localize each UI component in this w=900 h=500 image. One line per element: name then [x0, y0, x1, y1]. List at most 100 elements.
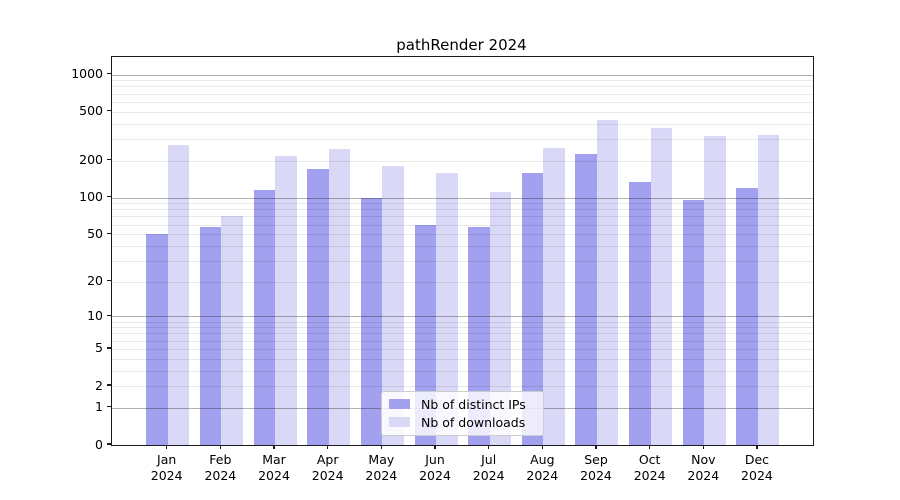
gridline-minor: [112, 216, 813, 218]
x-tick-month: May: [368, 452, 395, 467]
y-tick-mark: [106, 406, 111, 408]
x-tick-label: Dec 2024: [725, 452, 789, 484]
bar-downloads: [167, 144, 190, 445]
x-tick-year: 2024: [580, 468, 612, 483]
x-tick-year: 2024: [633, 468, 666, 483]
x-tick-label: Jul 2024: [457, 452, 521, 484]
bar-downloads: [704, 136, 726, 445]
gridline-minor: [112, 281, 813, 283]
bar-downloads: [221, 216, 243, 445]
gridline-minor: [112, 123, 813, 125]
x-tick-mark: [649, 445, 651, 449]
y-tick-mark: [106, 280, 111, 282]
x-tick-month: Sep: [584, 452, 608, 467]
gridline-minor: [112, 209, 813, 211]
y-tick-label: 200: [79, 152, 103, 168]
x-tick-label: Aug 2024: [510, 452, 574, 484]
legend-row-downloads: Nb of downloads: [389, 415, 535, 430]
x-tick-month: Jan: [157, 452, 177, 467]
gridline-minor: [112, 80, 813, 82]
x-tick-label: Jun 2024: [403, 452, 467, 484]
gridline-minor: [112, 111, 813, 113]
gridline-minor: [112, 321, 813, 323]
x-tick-year: 2024: [472, 468, 505, 483]
bars-layer: [112, 57, 813, 445]
x-tick-label: May 2024: [349, 452, 413, 484]
x-tick-mark: [380, 445, 382, 449]
gridline-minor: [112, 224, 813, 226]
bar-downloads: [596, 119, 619, 445]
gridline-minor: [112, 348, 813, 350]
x-tick-year: 2024: [687, 468, 720, 483]
bar-distinct-ips: [360, 197, 383, 445]
bar-distinct-ips: [629, 181, 651, 445]
bar-downloads: [757, 134, 780, 445]
gridline-minor: [112, 234, 813, 236]
y-tick-label: 50: [87, 225, 103, 241]
y-tick-label: 100: [79, 189, 103, 205]
x-tick-year: 2024: [741, 468, 773, 483]
x-tick-mark: [327, 445, 329, 449]
gridline-minor: [112, 260, 813, 262]
grid-layer: [112, 57, 813, 446]
y-tick-mark: [106, 72, 111, 75]
y-tick-mark: [106, 110, 111, 112]
x-tick-label: Sep 2024: [564, 452, 628, 484]
gridline-minor: [112, 358, 813, 360]
y-tick-label: 5: [95, 340, 103, 356]
x-tick-year: 2024: [365, 468, 398, 483]
x-tick-month: Oct: [638, 452, 661, 467]
x-tick-month: Jun: [425, 452, 445, 467]
x-tick-mark: [434, 445, 436, 449]
bar-downloads: [650, 128, 673, 445]
y-tick-mark: [106, 443, 111, 445]
x-tick-label: Apr 2024: [296, 452, 360, 484]
x-tick-month: Apr: [316, 452, 339, 467]
x-tick-year: 2024: [204, 468, 237, 483]
y-tick-label: 20: [87, 273, 103, 289]
x-tick-year: 2024: [526, 468, 559, 483]
bar-distinct-ips: [146, 234, 168, 445]
gridline-minor: [112, 327, 813, 329]
x-tick-label: Jan 2024: [135, 452, 199, 484]
x-tick-year: 2024: [150, 468, 183, 483]
bar-downloads: [275, 155, 297, 445]
x-tick-mark: [219, 445, 221, 449]
bar-distinct-ips: [414, 224, 436, 445]
gridline-minor: [112, 245, 813, 247]
y-tick-mark: [106, 159, 111, 161]
x-tick-month: Dec: [744, 452, 770, 467]
y-tick-label: 500: [79, 103, 103, 119]
bar-distinct-ips: [575, 154, 597, 445]
y-tick-mark: [106, 384, 111, 386]
gridline-minor: [112, 386, 813, 388]
y-tick-label: 10: [87, 307, 103, 323]
gridline-minor: [112, 93, 813, 95]
y-tick-mark: [106, 232, 111, 234]
plot-area: Nb of distinct IPs Nb of downloads: [111, 55, 814, 446]
x-tick-month: Aug: [530, 452, 555, 467]
gridline-minor: [112, 138, 813, 140]
gridline-minor: [112, 101, 813, 103]
y-tick-mark: [106, 314, 111, 316]
bar-downloads: [489, 192, 512, 445]
legend-row-distinct-ips: Nb of distinct IPs: [389, 397, 535, 412]
x-tick-mark: [702, 445, 704, 449]
gridline-minor: [112, 203, 813, 205]
bar-distinct-ips: [736, 187, 758, 445]
legend-swatch-downloads: [389, 416, 410, 428]
gridline-major: [112, 74, 813, 76]
bar-distinct-ips: [199, 227, 222, 445]
gridline-minor: [112, 333, 813, 335]
y-tick-label: 0: [95, 436, 103, 452]
chart-title: pathRender 2024: [396, 36, 527, 54]
bar-downloads: [436, 172, 458, 445]
y-tick-label: 1: [95, 399, 103, 415]
x-tick-month: Feb: [209, 452, 232, 467]
gridline-minor: [112, 160, 813, 162]
legend-label-downloads: Nb of downloads: [421, 414, 526, 430]
bar-distinct-ips: [521, 172, 544, 445]
y-tick-label: 1000: [71, 66, 103, 82]
x-tick-month: Jul: [481, 452, 497, 467]
